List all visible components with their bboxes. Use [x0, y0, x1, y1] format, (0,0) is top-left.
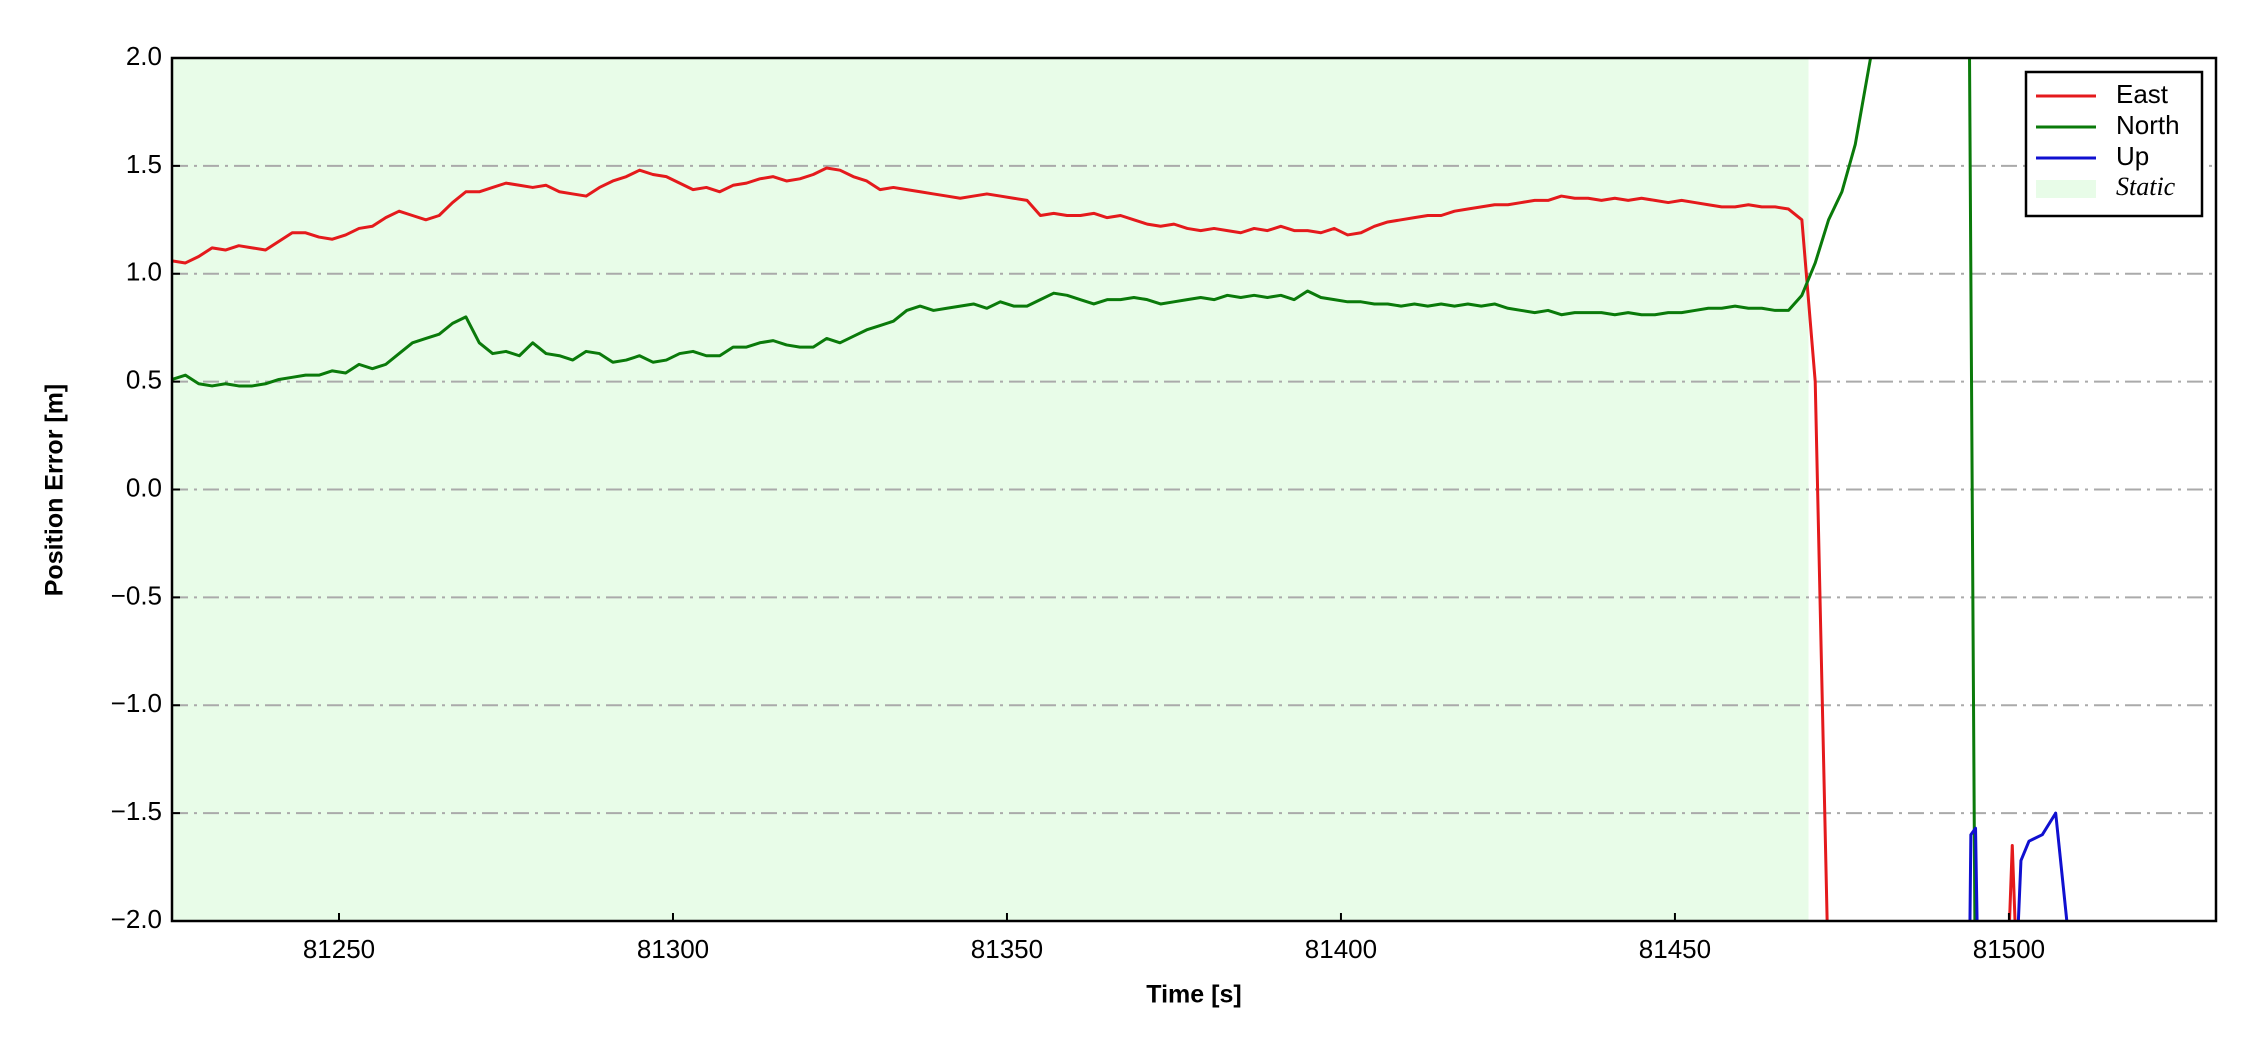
y-tick-label: 1.5	[126, 149, 162, 179]
y-tick-label: −1.5	[111, 796, 162, 826]
legend-label: Up	[2116, 141, 2149, 171]
y-tick-label: 1.0	[126, 257, 162, 287]
y-tick-label: −2.0	[111, 904, 162, 934]
y-tick-label: 0.0	[126, 472, 162, 502]
y-tick-label: 0.5	[126, 365, 162, 395]
x-tick-label: 81400	[1305, 934, 1377, 964]
y-axis-label: Position Error [m]	[41, 384, 69, 597]
x-tick-label: 81350	[971, 934, 1043, 964]
x-tick-label: 81300	[637, 934, 709, 964]
series-line	[172, 166, 2017, 921]
y-tick-label: −0.5	[111, 580, 162, 610]
x-tick-label: 81250	[303, 934, 375, 964]
legend-label: North	[2116, 110, 2180, 140]
legend-label: Static	[2116, 172, 2176, 201]
series-line	[172, 58, 1977, 921]
axes: −2.0 −1.5 −1.0 −0.5 0.0 0.5 1.0 1.5 2.0 81250 8130…	[111, 41, 2045, 964]
x-tick-label: 81450	[1639, 934, 1711, 964]
series-lines	[172, 58, 2069, 921]
y-tick-label: 2.0	[126, 41, 162, 71]
x-tick-label: 81500	[1973, 934, 2045, 964]
legend-swatch	[2036, 180, 2096, 198]
series-line	[1968, 811, 2069, 921]
x-axis-label: Time [s]	[1146, 981, 1241, 1009]
y-tick-label: −1.0	[111, 688, 162, 718]
legend-label: East	[2116, 79, 2169, 109]
